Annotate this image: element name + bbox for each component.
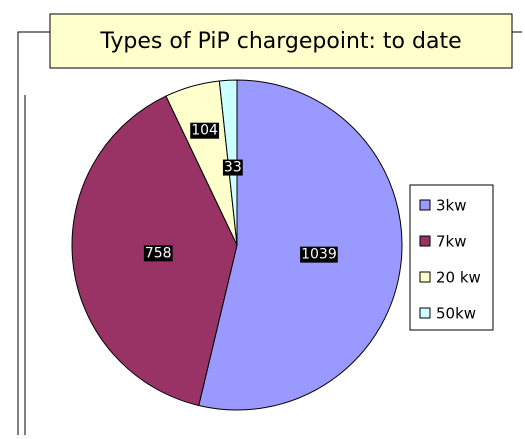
legend-label: 3kw — [436, 197, 467, 215]
legend-label: 50kw — [436, 305, 476, 323]
chart-title: Types of PiP chargepoint: to date — [99, 29, 461, 54]
legend-box — [409, 184, 494, 331]
legend-swatch — [419, 235, 431, 247]
title-box — [49, 13, 513, 69]
frame — [17, 31, 522, 435]
legend-swatch — [419, 307, 431, 319]
legend-label: 7kw — [436, 233, 467, 251]
data-label-bg — [300, 246, 338, 263]
data-label: 1039 — [301, 247, 337, 263]
legend-label: 20 kw — [436, 269, 481, 287]
legend-swatch — [419, 271, 431, 283]
data-label: 758 — [145, 245, 172, 261]
data-label: 33 — [224, 160, 242, 176]
data-label-bg — [222, 159, 243, 176]
legend-swatch — [419, 199, 431, 211]
data-label-bg — [190, 122, 220, 139]
pie-slice — [198, 79, 403, 411]
data-label: 104 — [191, 123, 218, 139]
data-label-bg — [143, 245, 173, 262]
